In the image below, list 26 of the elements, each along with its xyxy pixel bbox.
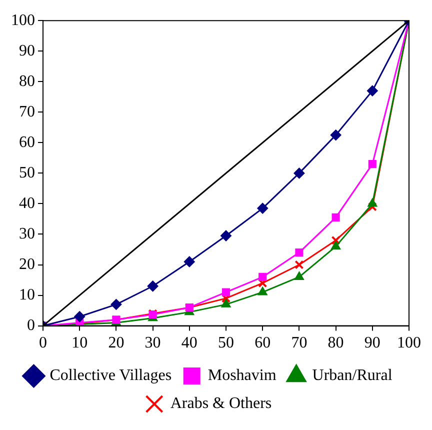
y-tick-label: 80 bbox=[19, 72, 35, 90]
y-tick-label: 40 bbox=[19, 194, 35, 212]
x-tick-label: 40 bbox=[181, 334, 198, 352]
y-tick-label: 10 bbox=[19, 286, 35, 304]
legend-label: Moshavim bbox=[208, 367, 277, 384]
x-tick-label: 20 bbox=[108, 334, 124, 352]
x-tick-label: 0 bbox=[39, 334, 47, 352]
y-tick-label: 0 bbox=[27, 317, 35, 334]
x-tick-label: 80 bbox=[328, 334, 344, 352]
legend-label: Collective Villages bbox=[50, 367, 172, 384]
x-tick-label: 90 bbox=[364, 334, 380, 352]
x-tick-label: 10 bbox=[72, 334, 88, 352]
y-tick-label: 70 bbox=[19, 103, 35, 120]
y-tick-label: 50 bbox=[19, 164, 35, 182]
x-tick-label: 30 bbox=[144, 334, 161, 352]
legend-label: Arabs & Others bbox=[170, 395, 272, 412]
y-tick-label: 90 bbox=[19, 42, 35, 60]
y-tick-label: 100 bbox=[11, 12, 35, 29]
y-tick-label: 30 bbox=[19, 225, 35, 242]
x-tick-label: 70 bbox=[291, 334, 308, 352]
x-tick-label: 100 bbox=[397, 334, 421, 352]
y-tick-label: 20 bbox=[19, 256, 35, 273]
x-tick-label: 50 bbox=[218, 334, 234, 352]
x-tick-label: 60 bbox=[254, 334, 271, 352]
y-tick-label: 60 bbox=[19, 134, 35, 151]
legend-label: Urban/Rural bbox=[312, 367, 393, 384]
